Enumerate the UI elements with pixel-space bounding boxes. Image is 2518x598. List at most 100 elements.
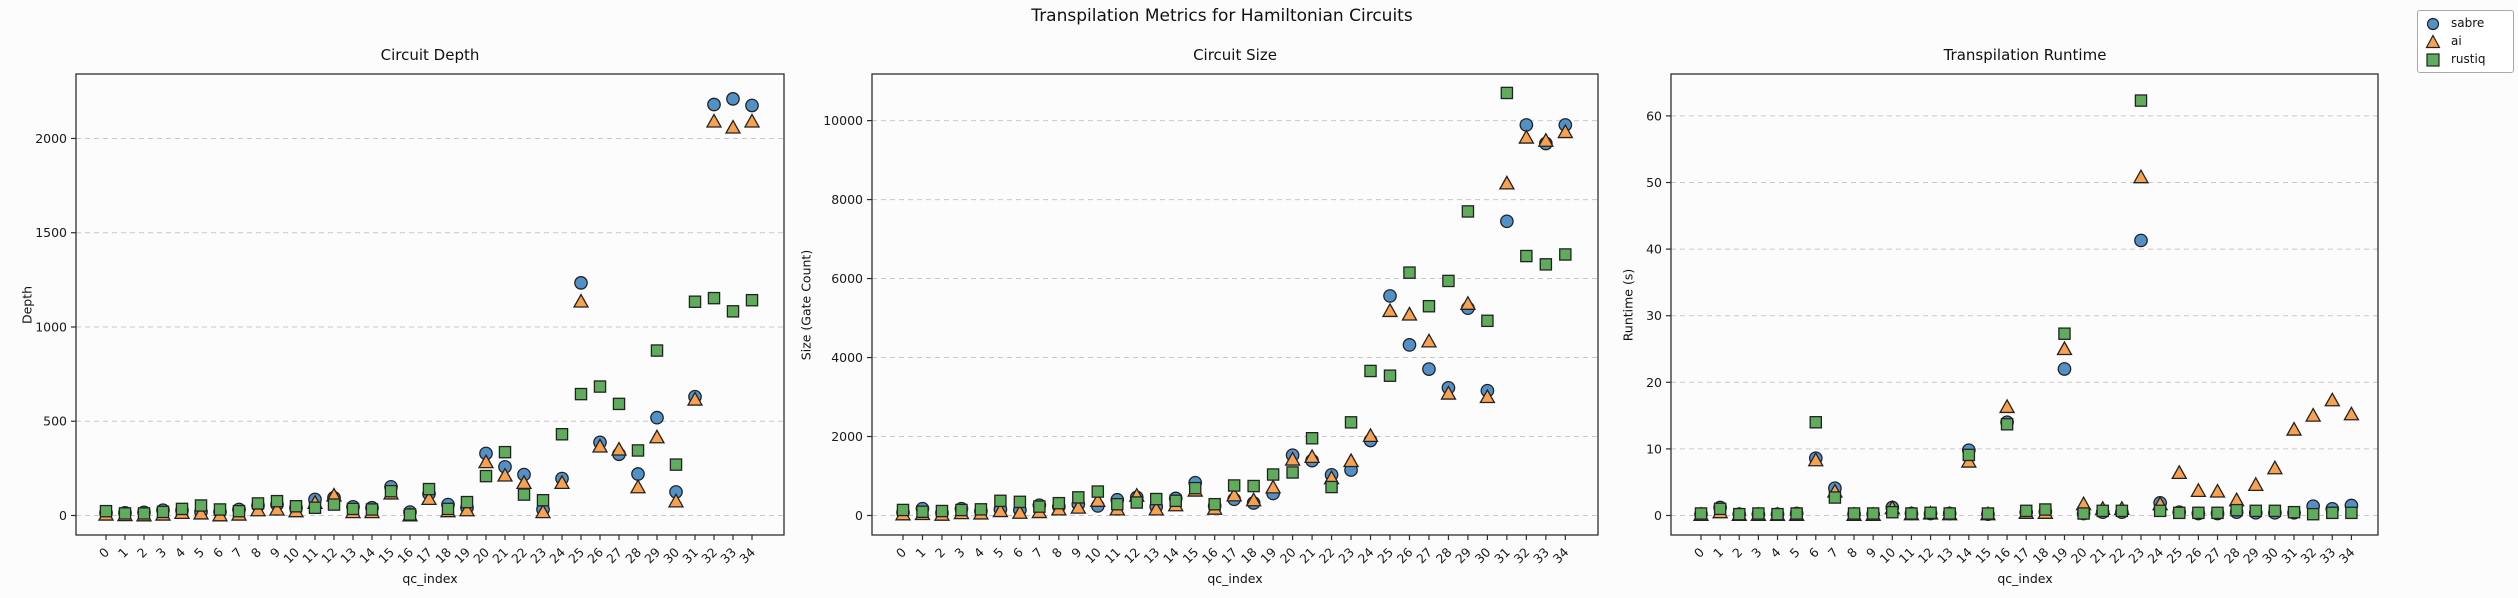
data-point-rustiq: [1033, 500, 1046, 513]
data-point-ai: [534, 503, 552, 519]
data-point-sabre: [2057, 362, 2072, 376]
data-point-rustiq: [1962, 448, 1976, 462]
data-point-ai: [2209, 483, 2226, 498]
data-point-rustiq: [2000, 418, 2014, 431]
data-point-rustiq: [1072, 491, 1085, 504]
data-point-rustiq: [688, 295, 702, 308]
y-tick-label: 10000: [823, 113, 863, 128]
data-point-rustiq: [118, 507, 132, 520]
data-point-sabre: [1402, 338, 1417, 352]
data-point-rustiq: [1752, 507, 1765, 520]
data-point-rustiq: [631, 444, 645, 457]
data-point-rustiq: [1847, 507, 1861, 520]
runtime-x-axis-label: qc_index: [1997, 571, 2053, 586]
legend-item-rustiq: rustiq: [2425, 52, 2506, 67]
x-tick-label: 3: [951, 545, 967, 561]
data-point-rustiq: [1383, 369, 1397, 382]
data-point-rustiq: [2058, 327, 2071, 340]
data-point-rustiq: [289, 500, 303, 513]
data-point-rustiq: [896, 503, 910, 517]
x-tick-label: 1: [115, 545, 131, 561]
data-point-rustiq: [1771, 507, 1784, 521]
data-point-rustiq: [175, 502, 189, 516]
data-point-ai: [1807, 451, 1824, 467]
data-point-ai: [2343, 405, 2360, 421]
data-point-rustiq: [422, 482, 436, 496]
data-point-rustiq: [2287, 505, 2301, 519]
data-point-rustiq: [1713, 502, 1727, 516]
y-tick-label: 2000: [35, 131, 67, 146]
runtime-y-axis-label: Runtime (s): [1620, 268, 1636, 342]
x-tick-label: 5: [990, 545, 1006, 561]
data-point-rustiq: [1325, 480, 1338, 494]
data-point-rustiq: [251, 497, 265, 510]
data-point-rustiq: [99, 504, 113, 518]
y-tick-label: 60: [1646, 108, 1662, 123]
data-point-sabre: [726, 92, 740, 106]
x-tick-label: 2: [1729, 545, 1745, 561]
subplot-depth-title: Circuit Depth: [380, 46, 480, 64]
size-y-axis-label: Size (Gate Count): [798, 249, 814, 361]
data-point-rustiq: [2230, 503, 2243, 517]
x-tick-label: 5: [191, 545, 207, 561]
x-tick-label: 0: [1691, 544, 1707, 560]
x-tick-label: 0: [893, 544, 909, 560]
data-point-rustiq: [612, 397, 626, 411]
data-point-rustiq: [2211, 506, 2224, 520]
data-point-rustiq: [707, 291, 721, 305]
data-point-rustiq: [994, 494, 1007, 508]
data-point-sabre: [650, 410, 664, 425]
data-point-ai: [1342, 452, 1360, 468]
data-point-ai: [591, 438, 609, 453]
data-point-rustiq: [1052, 496, 1066, 510]
data-point-sabre: [1500, 214, 1514, 229]
data-point-rustiq: [2115, 504, 2129, 518]
y-tick-label: 10: [1646, 441, 1662, 456]
data-point-rustiq: [935, 504, 949, 518]
x-tick-label: 9: [1068, 544, 1084, 560]
data-point-rustiq: [2096, 504, 2109, 518]
data-point-rustiq: [1694, 507, 1708, 520]
legend-label-sabre: sabre: [2451, 16, 2485, 30]
y-tick-label: 40: [1646, 242, 1662, 257]
y-tick-label: 1000: [35, 319, 67, 334]
data-point-sabre: [745, 98, 759, 113]
data-point-ai: [1420, 333, 1438, 348]
data-point-ai: [1011, 504, 1028, 519]
data-point-rustiq: [669, 458, 683, 471]
x-tick-label: 1: [912, 545, 928, 561]
legend-item-ai: ai: [2425, 34, 2506, 49]
data-point-rustiq: [2192, 506, 2205, 520]
data-point-rustiq: [2077, 507, 2090, 520]
data-point-ai: [2285, 421, 2303, 436]
data-point-ai: [705, 113, 723, 128]
data-point-rustiq: [1403, 266, 1416, 279]
data-point-rustiq: [403, 508, 417, 521]
data-point-rustiq: [1169, 494, 1182, 508]
data-point-ai: [2266, 459, 2284, 475]
data-point-rustiq: [1828, 491, 1842, 504]
subplot-size-title: Circuit Size: [1193, 46, 1277, 64]
data-point-rustiq: [2172, 506, 2186, 520]
y-tick-label: 50: [1646, 175, 1662, 190]
data-point-rustiq: [555, 427, 569, 441]
x-tick-label: 34: [736, 544, 758, 566]
data-point-ai: [2056, 340, 2073, 356]
data-point-rustiq: [1809, 416, 1823, 429]
data-point-ai: [648, 428, 666, 444]
data-point-ai: [743, 113, 761, 128]
data-point-ai: [992, 502, 1009, 518]
x-tick-label: 9: [267, 544, 283, 560]
data-point-ai: [2190, 482, 2207, 498]
data-point-rustiq: [327, 498, 341, 511]
data-point-rustiq: [498, 445, 512, 459]
data-point-sabre: [707, 97, 721, 112]
y-tick-label: 30: [1646, 308, 1662, 323]
data-point-ai: [1459, 295, 1477, 310]
y-tick-label: 4000: [831, 350, 863, 365]
x-tick-label: 6: [1806, 544, 1822, 560]
data-point-ai: [1089, 492, 1106, 507]
